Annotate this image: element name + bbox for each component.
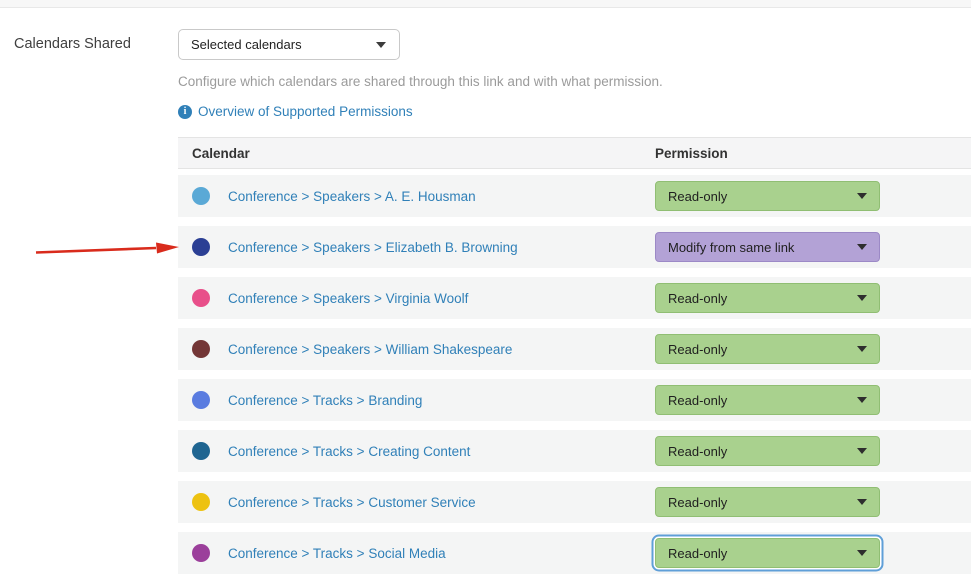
- permission-select-value: Read-only: [668, 545, 728, 561]
- calendar-link[interactable]: Conference > Tracks > Branding: [228, 392, 423, 408]
- table-row: Conference > Tracks > Social Media Read-…: [178, 532, 971, 574]
- permission-select-value: Read-only: [668, 392, 728, 408]
- calendar-link[interactable]: Conference > Speakers > Virginia Woolf: [228, 290, 469, 306]
- calendar-color-dot: [192, 493, 210, 511]
- chevron-down-icon: [857, 244, 867, 250]
- calendar-color-dot: [192, 187, 210, 205]
- chevron-down-icon: [857, 499, 867, 505]
- permission-select[interactable]: Read-only: [655, 283, 880, 313]
- chevron-down-icon: [857, 448, 867, 454]
- chevron-down-icon: [857, 550, 867, 556]
- table-row: Conference > Speakers > William Shakespe…: [178, 328, 971, 370]
- calendar-color-dot: [192, 442, 210, 460]
- permission-select-value: Read-only: [668, 443, 728, 459]
- calendar-link[interactable]: Conference > Tracks > Social Media: [228, 545, 446, 561]
- panel-top-edge: [0, 0, 971, 8]
- calendar-color-dot: [192, 340, 210, 358]
- table-body: Conference > Speakers > A. E. Housman Re…: [178, 169, 971, 574]
- calendar-color-dot: [192, 391, 210, 409]
- permission-select-value: Read-only: [668, 290, 728, 306]
- chevron-down-icon: [857, 295, 867, 301]
- table-row: Conference > Speakers > A. E. Housman Re…: [178, 175, 971, 217]
- help-text: Configure which calendars are shared thr…: [178, 74, 663, 89]
- permission-select[interactable]: Read-only: [655, 334, 880, 364]
- calendar-link[interactable]: Conference > Tracks > Creating Content: [228, 443, 471, 459]
- permission-select-value: Read-only: [668, 494, 728, 510]
- column-header-calendar: Calendar: [192, 145, 250, 161]
- permission-select-value: Read-only: [668, 188, 728, 204]
- chevron-down-icon: [857, 193, 867, 199]
- chevron-down-icon: [857, 346, 867, 352]
- permission-select-value: Read-only: [668, 341, 728, 357]
- calendar-link[interactable]: Conference > Speakers > Elizabeth B. Bro…: [228, 239, 518, 255]
- permission-select-value: Modify from same link: [668, 239, 795, 255]
- permission-select[interactable]: Read-only: [655, 487, 880, 517]
- calendar-color-dot: [192, 238, 210, 256]
- permission-select[interactable]: Read-only: [655, 385, 880, 415]
- shared-calendars-table: Calendar Permission Conference > Speaker…: [178, 137, 971, 575]
- table-header-row: Calendar Permission: [178, 137, 971, 169]
- column-header-permission: Permission: [655, 145, 728, 161]
- calendar-link[interactable]: Conference > Tracks > Customer Service: [228, 494, 476, 510]
- table-row: Conference > Speakers > Virginia Woolf R…: [178, 277, 971, 319]
- permissions-overview-link[interactable]: i Overview of Supported Permissions: [178, 104, 413, 119]
- permissions-overview-link-label: Overview of Supported Permissions: [198, 104, 413, 119]
- permission-select[interactable]: Read-only: [655, 436, 880, 466]
- calendar-link[interactable]: Conference > Speakers > William Shakespe…: [228, 341, 513, 357]
- calendar-color-dot: [192, 289, 210, 307]
- chevron-down-icon: [376, 41, 386, 48]
- table-row: Conference > Tracks > Creating Content R…: [178, 430, 971, 472]
- table-row: Conference > Tracks > Customer Service R…: [178, 481, 971, 523]
- select-value: Selected calendars: [191, 37, 302, 52]
- info-icon: i: [178, 104, 192, 119]
- calendar-link[interactable]: Conference > Speakers > A. E. Housman: [228, 188, 476, 204]
- permission-select[interactable]: Modify from same link: [655, 232, 880, 262]
- permission-select[interactable]: Read-only: [655, 538, 880, 568]
- calendars-shared-select[interactable]: Selected calendars: [178, 29, 400, 60]
- red-arrow-icon: [35, 242, 179, 254]
- chevron-down-icon: [857, 397, 867, 403]
- table-row: Conference > Speakers > Elizabeth B. Bro…: [178, 226, 971, 268]
- calendar-color-dot: [192, 544, 210, 562]
- field-label-calendars-shared: Calendars Shared: [14, 36, 131, 52]
- permission-select[interactable]: Read-only: [655, 181, 880, 211]
- table-row: Conference > Tracks > Branding Read-only: [178, 379, 971, 421]
